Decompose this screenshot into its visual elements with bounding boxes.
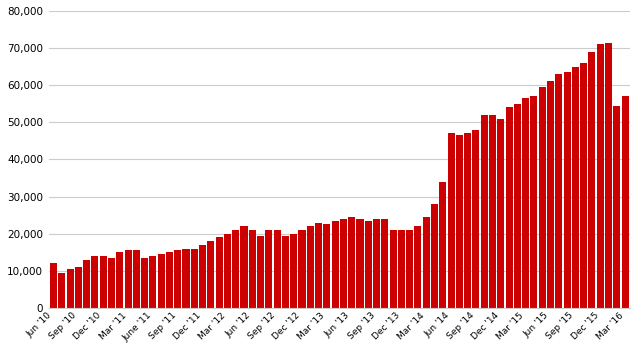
Bar	[365, 221, 372, 308]
Bar	[241, 226, 248, 308]
Bar	[282, 236, 289, 308]
Bar	[307, 226, 314, 308]
Bar	[116, 252, 124, 308]
Bar	[166, 252, 173, 308]
Bar	[233, 230, 240, 308]
Bar	[456, 135, 463, 308]
Bar	[514, 104, 521, 308]
Bar	[572, 66, 579, 308]
Bar	[539, 87, 546, 308]
Bar	[431, 204, 438, 308]
Bar	[555, 74, 562, 308]
Bar	[266, 230, 273, 308]
Bar	[174, 251, 182, 308]
Bar	[613, 106, 620, 308]
Bar	[390, 230, 397, 308]
Bar	[497, 119, 505, 308]
Bar	[382, 219, 389, 308]
Bar	[406, 230, 413, 308]
Bar	[464, 133, 471, 308]
Bar	[348, 217, 355, 308]
Bar	[199, 245, 206, 308]
Bar	[249, 230, 256, 308]
Bar	[589, 52, 596, 308]
Bar	[324, 224, 331, 308]
Bar	[50, 264, 57, 308]
Bar	[91, 256, 98, 308]
Bar	[423, 217, 430, 308]
Bar	[108, 258, 115, 308]
Bar	[522, 98, 529, 308]
Bar	[580, 63, 587, 308]
Bar	[315, 223, 322, 308]
Bar	[547, 82, 554, 308]
Bar	[398, 230, 405, 308]
Bar	[224, 234, 231, 308]
Bar	[274, 230, 281, 308]
Bar	[191, 248, 198, 308]
Bar	[531, 96, 538, 308]
Bar	[357, 219, 364, 308]
Bar	[182, 248, 190, 308]
Bar	[448, 133, 455, 308]
Bar	[157, 254, 165, 308]
Bar	[257, 236, 264, 308]
Bar	[605, 42, 612, 308]
Bar	[340, 219, 347, 308]
Bar	[473, 130, 480, 308]
Bar	[299, 230, 306, 308]
Bar	[440, 182, 447, 308]
Bar	[506, 107, 513, 308]
Bar	[415, 226, 422, 308]
Bar	[373, 219, 380, 308]
Bar	[83, 260, 90, 308]
Bar	[141, 258, 148, 308]
Bar	[208, 241, 215, 308]
Bar	[66, 269, 73, 308]
Bar	[124, 251, 132, 308]
Bar	[216, 237, 223, 308]
Bar	[564, 72, 571, 308]
Bar	[58, 273, 65, 308]
Bar	[290, 234, 297, 308]
Bar	[597, 44, 604, 308]
Bar	[622, 96, 629, 308]
Bar	[75, 267, 82, 308]
Bar	[99, 256, 106, 308]
Bar	[332, 221, 339, 308]
Bar	[149, 256, 157, 308]
Bar	[481, 115, 488, 308]
Bar	[489, 115, 496, 308]
Bar	[132, 251, 140, 308]
